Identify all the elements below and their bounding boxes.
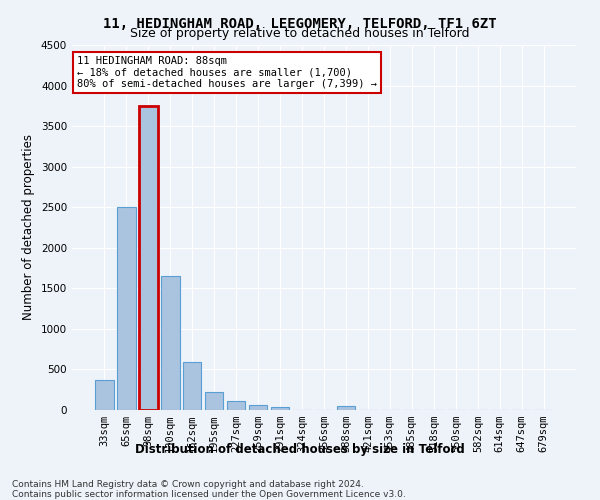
Text: Distribution of detached houses by size in Telford: Distribution of detached houses by size … bbox=[135, 442, 465, 456]
Text: 11, HEDINGHAM ROAD, LEEGOMERY, TELFORD, TF1 6ZT: 11, HEDINGHAM ROAD, LEEGOMERY, TELFORD, … bbox=[103, 18, 497, 32]
Bar bbox=[161, 276, 179, 410]
Bar bbox=[271, 407, 289, 410]
Bar bbox=[139, 106, 158, 410]
Bar bbox=[117, 207, 136, 410]
Bar bbox=[95, 380, 113, 410]
Bar bbox=[205, 392, 223, 410]
Bar bbox=[337, 406, 355, 410]
Text: 11 HEDINGHAM ROAD: 88sqm
← 18% of detached houses are smaller (1,700)
80% of sem: 11 HEDINGHAM ROAD: 88sqm ← 18% of detach… bbox=[77, 56, 377, 89]
Text: Size of property relative to detached houses in Telford: Size of property relative to detached ho… bbox=[130, 28, 470, 40]
Bar bbox=[249, 405, 268, 410]
Text: Contains HM Land Registry data © Crown copyright and database right 2024.
Contai: Contains HM Land Registry data © Crown c… bbox=[12, 480, 406, 500]
Y-axis label: Number of detached properties: Number of detached properties bbox=[22, 134, 35, 320]
Bar bbox=[183, 362, 202, 410]
Bar bbox=[227, 402, 245, 410]
